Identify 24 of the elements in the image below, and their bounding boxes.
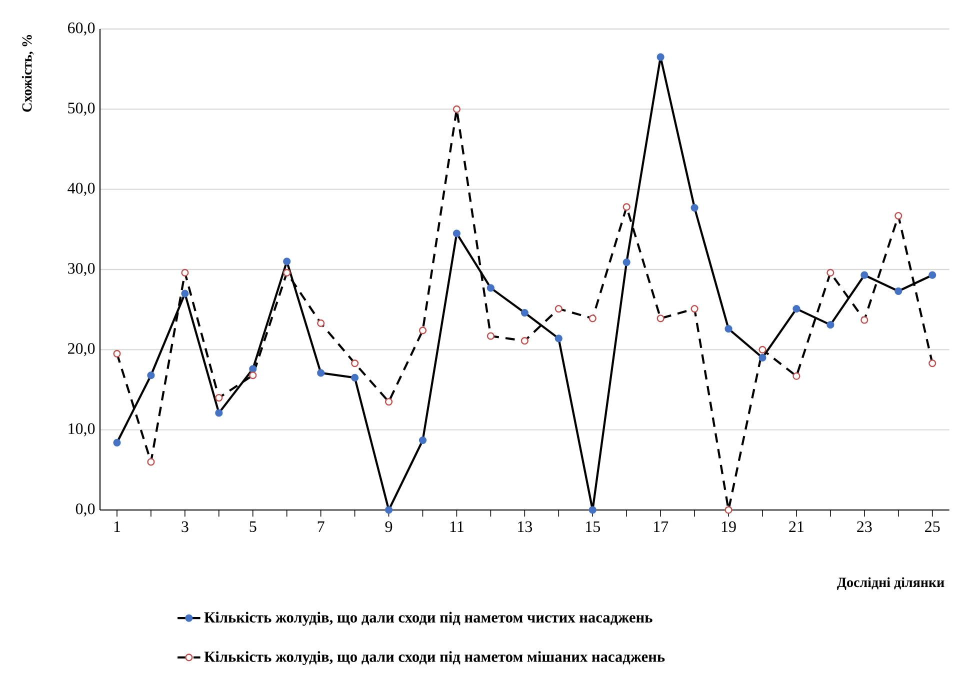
x-tick-label: 13: [518, 521, 532, 532]
x-tick-label: 25: [925, 521, 940, 532]
y-tick-label: 0,0: [76, 503, 95, 517]
y-tick-label: 20,0: [68, 343, 95, 356]
x-tick-label: 5: [250, 521, 256, 532]
x-axis-title: Дослідні ділянки: [836, 577, 944, 590]
x-tick-label: 21: [789, 521, 804, 532]
y-tick-label: 10,0: [68, 423, 95, 436]
x-tick-label: 15: [586, 521, 600, 532]
x-tick-label: 17: [654, 521, 668, 532]
legend-label: Кількість жолудів, що дали сходи під наметом чистих насаджень: [204, 612, 652, 626]
x-tick-label: 9: [385, 521, 392, 532]
x-tick-label: 19: [722, 521, 736, 532]
y-axis-title: Схожість, %: [22, 35, 34, 112]
x-tick-label: 7: [318, 521, 324, 532]
x-tick-label: 1: [114, 521, 120, 532]
x-tick-label: 23: [857, 521, 872, 532]
y-tick-label: 40,0: [68, 182, 95, 196]
y-tick-label: 50,0: [68, 102, 95, 116]
y-tick-label: 30,0: [68, 262, 95, 276]
x-tick-label: 3: [182, 521, 188, 532]
legend-label: Кількість жолудів, що дали сходи під наметом мішаних насаджень: [204, 651, 665, 666]
y-tick-label: 60,0: [68, 22, 95, 36]
x-tick-label: 11: [450, 521, 464, 532]
